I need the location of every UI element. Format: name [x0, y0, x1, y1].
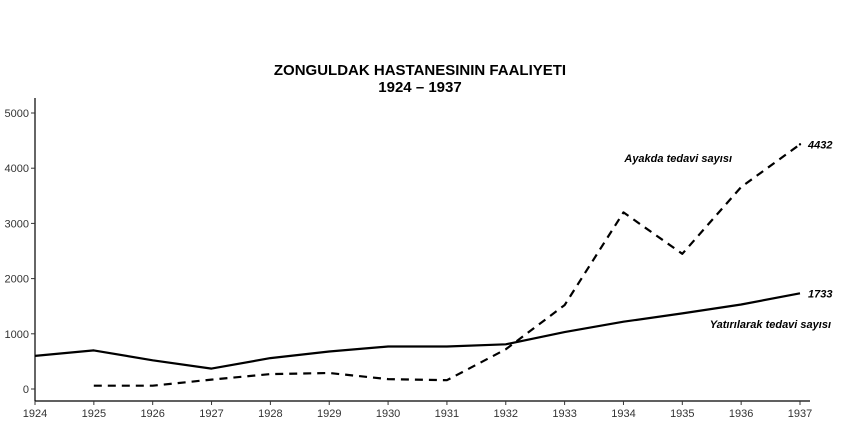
series-name-label: Yatırılarak tedavi sayısı	[710, 319, 831, 331]
x-tick-label: 1932	[494, 408, 518, 420]
series-name-label: Ayakda tedavi sayısı	[623, 153, 732, 165]
x-tick-label: 1927	[199, 408, 223, 420]
series-line-2	[93, 143, 801, 387]
x-tick-label: 1936	[729, 408, 753, 420]
x-tick-label: 1926	[140, 408, 164, 420]
y-tick-label: 0	[23, 384, 29, 396]
chart-title: ZONGULDAK HASTANESININ FAALIYETI	[273, 62, 567, 79]
x-tick-label: 1931	[435, 408, 459, 420]
x-tick-label: 1929	[317, 408, 341, 420]
y-tick-label: 4000	[5, 163, 29, 175]
y-tick-label: 3000	[5, 218, 29, 230]
series-line-1	[34, 292, 801, 370]
x-tick-label: 1930	[376, 408, 400, 420]
x-tick-label: 1934	[611, 408, 635, 420]
y-tick-label: 2000	[5, 274, 29, 286]
x-tick-label: 1924	[23, 408, 47, 420]
x-tick-label: 1933	[552, 408, 576, 420]
data-point	[798, 143, 802, 146]
end-value-label: 4432	[807, 139, 832, 151]
chart-subtitle: 1924 – 1937	[378, 79, 462, 96]
x-tick-label: 1935	[670, 408, 694, 420]
y-tick-label: 1000	[5, 329, 29, 341]
x-tick-label: 1928	[258, 408, 282, 420]
x-tick-label: 1925	[82, 408, 106, 420]
end-value-label: 1733	[808, 288, 832, 300]
y-tick-label: 5000	[5, 108, 29, 120]
x-tick-label: 1937	[788, 408, 812, 420]
